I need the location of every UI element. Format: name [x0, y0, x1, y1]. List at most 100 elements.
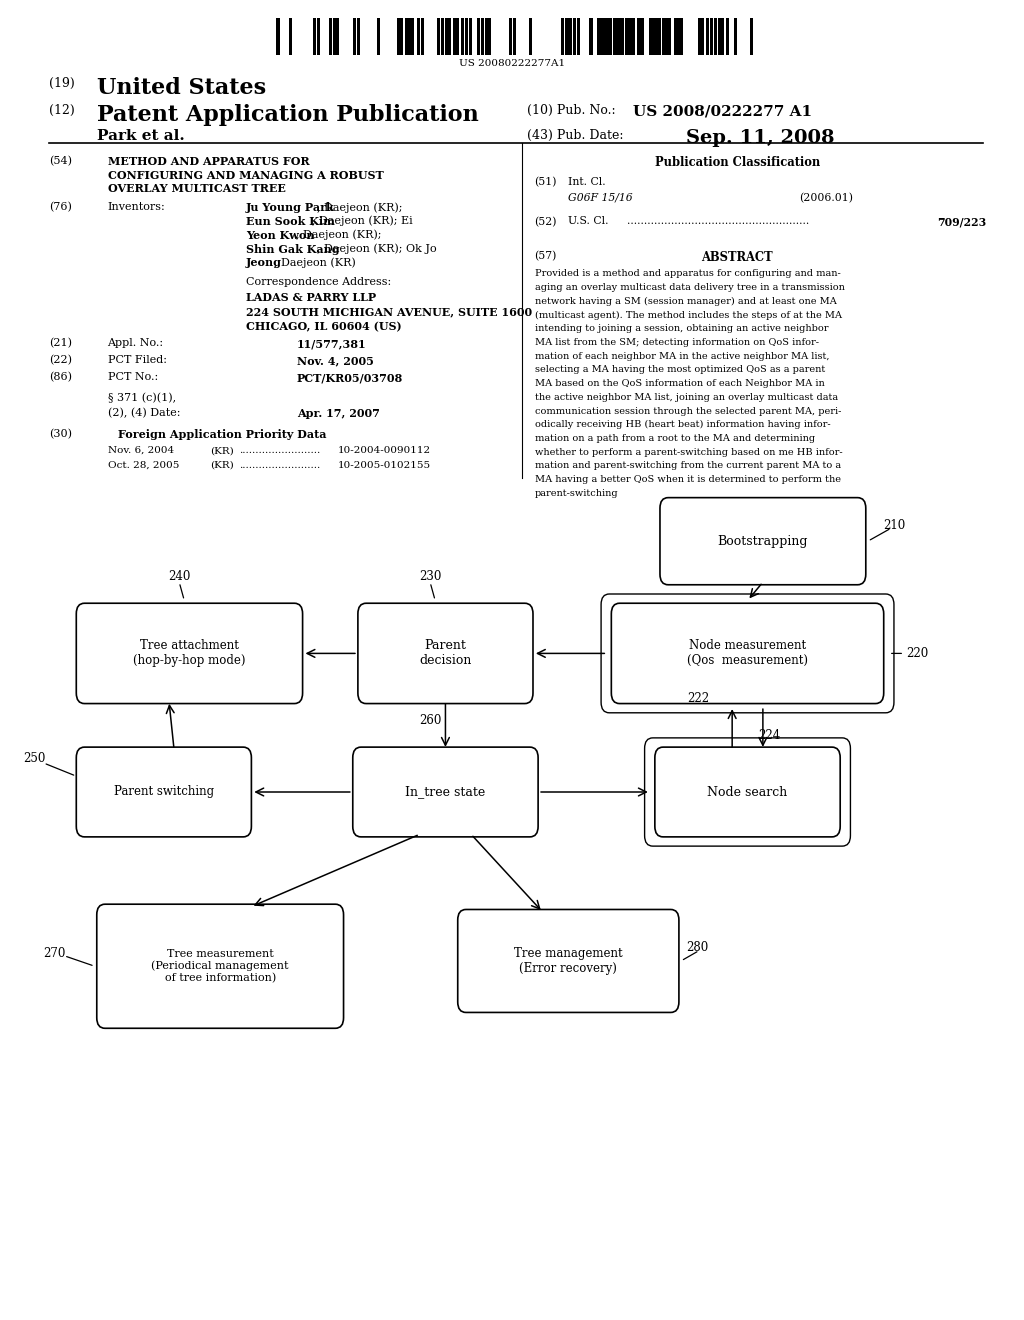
Text: Sep. 11, 2008: Sep. 11, 2008	[686, 129, 835, 148]
Bar	[590, 18, 593, 55]
Text: communication session through the selected parent MA, peri-: communication session through the select…	[535, 407, 841, 416]
Bar	[714, 18, 717, 55]
Text: 10-2005-0102155: 10-2005-0102155	[338, 461, 431, 470]
Bar	[605, 18, 611, 55]
Text: 222: 222	[687, 693, 710, 705]
Bar	[718, 18, 724, 55]
Bar	[573, 18, 577, 55]
Text: Patent Application Publication: Patent Application Publication	[97, 104, 479, 127]
Text: CONFIGURING AND MANAGING A ROBUST: CONFIGURING AND MANAGING A ROBUST	[108, 169, 383, 181]
Bar	[397, 18, 403, 55]
Bar	[509, 18, 512, 55]
Bar	[437, 18, 440, 55]
Text: aging an overlay multicast data delivery tree in a transmission: aging an overlay multicast data delivery…	[535, 282, 845, 292]
Text: 260: 260	[419, 714, 441, 727]
Bar	[529, 18, 532, 55]
Bar	[561, 18, 564, 55]
Bar	[333, 18, 339, 55]
Text: 11/577,381: 11/577,381	[297, 338, 367, 348]
Text: US 2008/0222277 A1: US 2008/0222277 A1	[633, 104, 812, 119]
Text: ......................................................: ........................................…	[627, 216, 809, 227]
Bar	[417, 18, 420, 55]
Bar	[662, 18, 671, 55]
FancyBboxPatch shape	[611, 603, 884, 704]
Bar	[597, 18, 600, 55]
Bar	[276, 18, 280, 55]
Text: Bootstrapping: Bootstrapping	[718, 535, 808, 548]
Text: , Daejeon (KR);: , Daejeon (KR);	[317, 202, 402, 213]
Text: Publication Classification: Publication Classification	[654, 156, 820, 169]
Bar	[653, 18, 656, 55]
Text: (51): (51)	[535, 177, 557, 187]
Bar	[421, 18, 424, 55]
FancyBboxPatch shape	[645, 738, 850, 846]
Text: whether to perform a parent-switching based on me HB infor-: whether to perform a parent-switching ba…	[535, 447, 842, 457]
Text: Node measurement
(Qos  measurement): Node measurement (Qos measurement)	[687, 639, 808, 668]
Bar	[750, 18, 753, 55]
Bar	[613, 18, 616, 55]
Text: mation of each neighbor MA in the active neighbor MA list,: mation of each neighbor MA in the active…	[535, 351, 829, 360]
FancyBboxPatch shape	[458, 909, 679, 1012]
Bar	[481, 18, 484, 55]
Text: MA based on the QoS information of each Neighbor MA in: MA based on the QoS information of each …	[535, 379, 824, 388]
Bar	[578, 18, 581, 55]
Text: Shin Gak Kang: Shin Gak Kang	[246, 243, 339, 255]
Text: (76): (76)	[49, 202, 72, 213]
Text: , Daejeon (KR);: , Daejeon (KR);	[296, 230, 385, 240]
Text: 220: 220	[906, 647, 929, 660]
Text: Tree measurement
(Periodical management
of tree information): Tree measurement (Periodical management …	[152, 949, 289, 983]
FancyBboxPatch shape	[352, 747, 539, 837]
Bar	[441, 18, 444, 55]
Text: 224: 224	[758, 730, 780, 742]
Text: (54): (54)	[49, 156, 72, 166]
Text: § 371 (c)(1),: § 371 (c)(1),	[108, 393, 176, 404]
FancyBboxPatch shape	[655, 747, 840, 837]
Bar	[312, 18, 315, 55]
Text: Provided is a method and apparatus for configuring and man-: Provided is a method and apparatus for c…	[535, 269, 841, 279]
Text: (43) Pub. Date:: (43) Pub. Date:	[527, 129, 624, 143]
Text: intending to joining a session, obtaining an active neighbor: intending to joining a session, obtainin…	[535, 325, 828, 333]
Text: Nov. 4, 2005: Nov. 4, 2005	[297, 355, 374, 366]
Bar	[697, 18, 705, 55]
Text: 224 SOUTH MICHIGAN AVENUE, SUITE 1600: 224 SOUTH MICHIGAN AVENUE, SUITE 1600	[246, 306, 531, 317]
Text: (22): (22)	[49, 355, 72, 366]
Bar	[352, 18, 356, 55]
Text: (57): (57)	[535, 251, 557, 261]
Bar	[706, 18, 709, 55]
Bar	[565, 18, 571, 55]
Text: Inventors:: Inventors:	[108, 202, 165, 213]
Text: MA having a better QoS when it is determined to perform the: MA having a better QoS when it is determ…	[535, 475, 841, 484]
Text: PCT Filed:: PCT Filed:	[108, 355, 167, 366]
Text: 280: 280	[686, 941, 709, 954]
Bar	[638, 18, 644, 55]
Text: US 20080222277A1: US 20080222277A1	[459, 59, 565, 69]
Bar	[404, 18, 415, 55]
Text: Nov. 6, 2004: Nov. 6, 2004	[108, 446, 174, 455]
Bar	[626, 18, 635, 55]
FancyBboxPatch shape	[77, 603, 303, 704]
Text: 240: 240	[168, 570, 190, 583]
Bar	[657, 18, 660, 55]
FancyBboxPatch shape	[77, 747, 252, 837]
Text: Park et al.: Park et al.	[97, 129, 185, 144]
Bar	[469, 18, 472, 55]
Text: Eun Sook Kim: Eun Sook Kim	[246, 215, 335, 227]
Text: OVERLAY MULTICAST TREE: OVERLAY MULTICAST TREE	[108, 183, 286, 194]
Text: (2), (4) Date:: (2), (4) Date:	[108, 408, 180, 418]
Text: MA list from the SM; detecting information on QoS infor-: MA list from the SM; detecting informati…	[535, 338, 818, 347]
Text: (21): (21)	[49, 338, 72, 348]
Bar	[649, 18, 652, 55]
Text: 250: 250	[24, 752, 45, 766]
Text: the active neighbor MA list, joining an overlay multicast data: the active neighbor MA list, joining an …	[535, 393, 838, 401]
Text: mation and parent-switching from the current parent MA to a: mation and parent-switching from the cur…	[535, 462, 841, 470]
Bar	[453, 18, 460, 55]
FancyBboxPatch shape	[96, 904, 344, 1028]
Text: Node search: Node search	[708, 785, 787, 799]
Text: U.S. Cl.: U.S. Cl.	[568, 216, 609, 227]
Text: (2006.01): (2006.01)	[799, 193, 853, 203]
Bar	[377, 18, 380, 55]
Text: LADAS & PARRY LLP: LADAS & PARRY LLP	[246, 292, 376, 302]
Bar	[316, 18, 319, 55]
Text: 709/223: 709/223	[937, 216, 986, 227]
Text: (30): (30)	[49, 429, 72, 440]
